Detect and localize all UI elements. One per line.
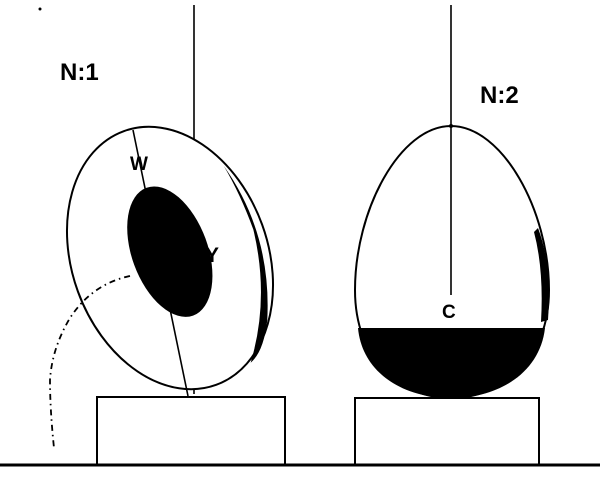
tilted-egg (65, 125, 275, 391)
shadow-strip-2 (534, 228, 549, 322)
figure-1: N:1 W Y (49, 5, 286, 466)
shadow-crescent-1 (223, 166, 268, 363)
pedestal-1 (96, 396, 286, 466)
speck (38, 7, 42, 11)
point-y-label: Y (205, 244, 219, 267)
figure-1-label: N:1 (60, 59, 99, 86)
point-w-label: W (130, 154, 148, 175)
point-c-label: C (442, 302, 456, 323)
top-point-2 (449, 124, 453, 128)
pedestal-2 (354, 397, 540, 466)
figure-2: N:2 C (353, 5, 551, 466)
egg-axis-1 (132, 129, 189, 397)
figure-2-label: N:2 (480, 82, 519, 109)
yolk-1 (127, 186, 213, 317)
settled-contents-2 (358, 328, 545, 398)
rotation-arc (49, 275, 131, 449)
